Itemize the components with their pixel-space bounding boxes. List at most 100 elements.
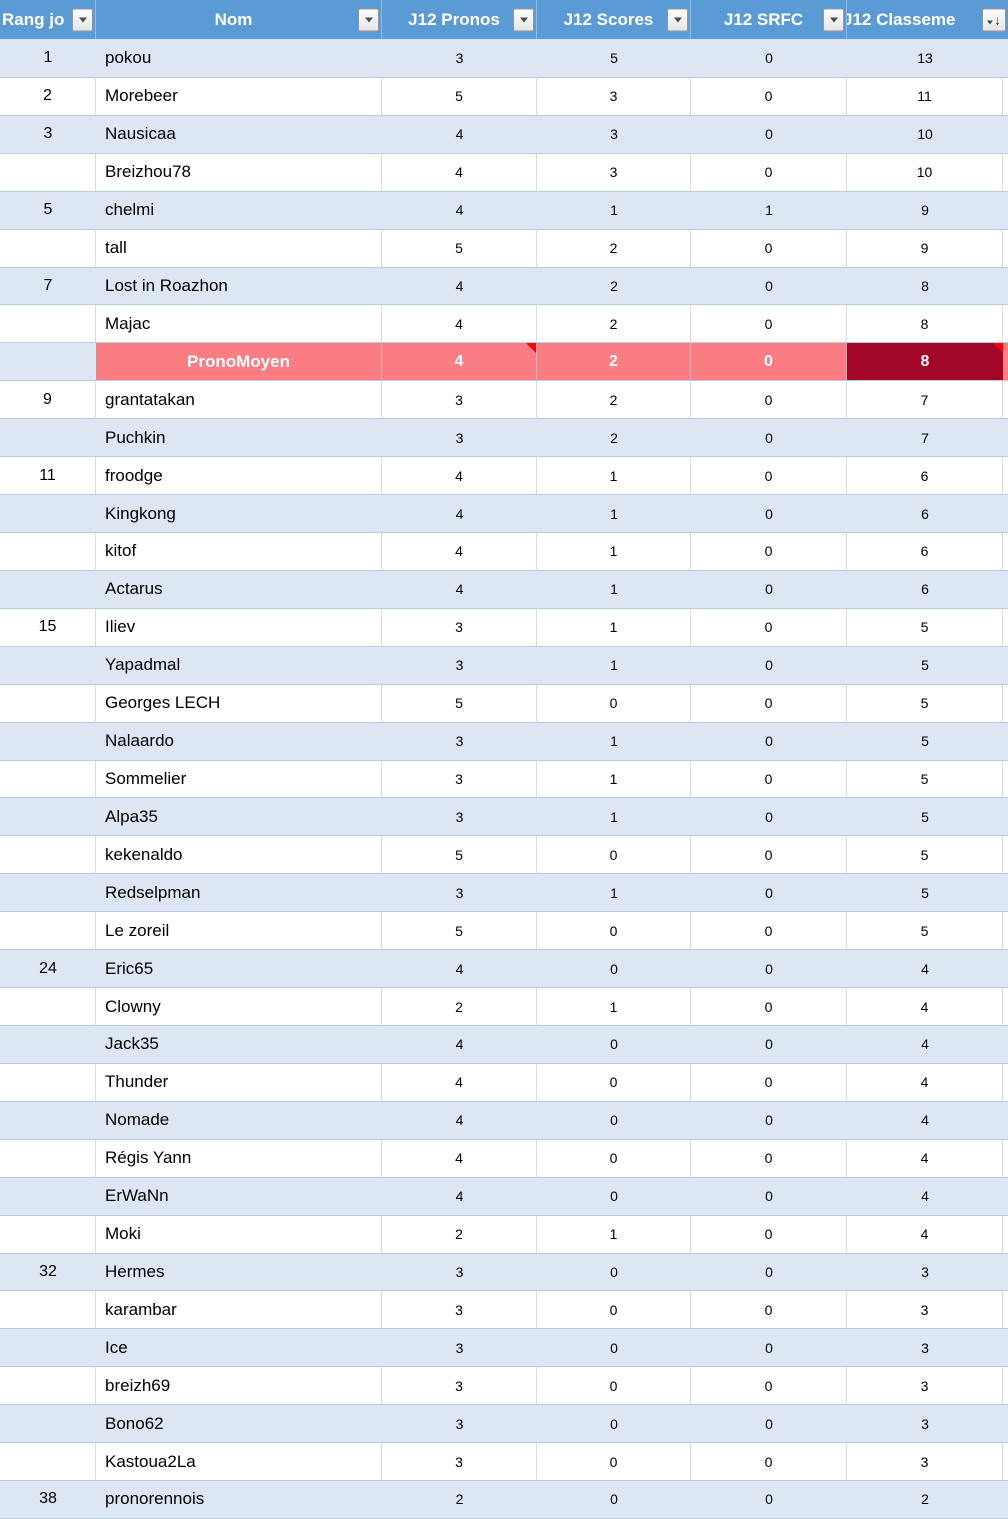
- j12-classement-cell[interactable]: 5: [921, 884, 929, 901]
- j12-classement-cell[interactable]: 6: [921, 505, 929, 522]
- player-name-cell[interactable]: Thunder: [96, 1063, 382, 1101]
- j12-srfc-cell[interactable]: 0: [765, 126, 773, 143]
- j12-srfc-cell[interactable]: 0: [691, 1139, 847, 1177]
- player-name-cell[interactable]: Clowny: [96, 988, 382, 1025]
- j12-classement-cell[interactable]: 8: [921, 277, 929, 294]
- j12-srfc-cell[interactable]: 0: [691, 1215, 847, 1253]
- j12-classement-cell[interactable]: 13: [917, 50, 933, 67]
- player-name-cell[interactable]: Majac: [96, 305, 382, 343]
- j12-pronos-cell[interactable]: 3: [455, 1339, 464, 1356]
- rank-cell[interactable]: [0, 1329, 96, 1366]
- j12-scores-cell[interactable]: 2: [610, 429, 618, 446]
- j12-srfc-cell[interactable]: 0: [765, 1415, 773, 1432]
- j12-scores-cell[interactable]: 0: [537, 912, 691, 950]
- j12-pronos-cell[interactable]: 3: [455, 657, 464, 674]
- j12-classement-cell[interactable]: 4: [921, 1188, 929, 1205]
- player-name-cell[interactable]: PronoMoyen: [96, 343, 382, 381]
- player-name-cell[interactable]: karambar: [96, 1291, 382, 1329]
- j12-pronos-cell-with-comment-indicator[interactable]: 4: [382, 343, 537, 381]
- j12-srfc-cell[interactable]: 0: [765, 1339, 773, 1356]
- rank-cell[interactable]: [0, 1443, 96, 1481]
- j12-srfc-cell[interactable]: 0: [765, 50, 773, 67]
- header-cell-j12-classement[interactable]: J12 Classeme: [847, 0, 1003, 39]
- player-name-cell[interactable]: Yapadmal: [105, 655, 181, 675]
- j12-srfc-cell[interactable]: 0: [765, 960, 773, 977]
- j12-scores-cell[interactable]: 0: [610, 960, 618, 977]
- j12-classement-cell[interactable]: 3: [921, 1339, 929, 1356]
- j12-pronos-cell[interactable]: 4: [455, 505, 464, 522]
- j12-classement-cell[interactable]: 5: [847, 836, 1003, 874]
- j12-classement-cell[interactable]: 8: [847, 305, 1003, 343]
- j12-srfc-cell[interactable]: 0: [765, 1188, 773, 1205]
- j12-scores-cell[interactable]: 0: [537, 1367, 691, 1405]
- player-name-cell[interactable]: pokou: [105, 48, 152, 68]
- rank-cell[interactable]: [0, 1291, 96, 1329]
- header-cell-j12-pronos[interactable]: J12 Pronos: [382, 0, 537, 39]
- rank-cell[interactable]: 24: [39, 959, 57, 977]
- j12-srfc-cell[interactable]: 0: [765, 657, 773, 674]
- j12-pronos-cell[interactable]: 5: [382, 836, 537, 874]
- j12-pronos-cell[interactable]: 3: [455, 808, 464, 825]
- j12-srfc-cell[interactable]: 0: [765, 884, 773, 901]
- j12-classement-cell[interactable]: 5: [847, 760, 1003, 798]
- j12-scores-cell[interactable]: 1: [537, 457, 691, 495]
- j12-pronos-cell[interactable]: 3: [382, 1443, 537, 1481]
- j12-srfc-cell[interactable]: 0: [691, 1443, 847, 1481]
- j12-classement-cell[interactable]: 3: [921, 1263, 929, 1280]
- j12-scores-cell[interactable]: 2: [537, 343, 691, 381]
- j12-srfc-cell[interactable]: 0: [765, 1263, 773, 1280]
- j12-pronos-cell[interactable]: 3: [455, 1415, 464, 1432]
- j12-srfc-cell[interactable]: 0: [691, 1063, 847, 1101]
- player-name-cell[interactable]: Breizhou78: [96, 153, 382, 191]
- player-name-cell[interactable]: Moki: [96, 1215, 382, 1253]
- j12-srfc-cell[interactable]: 0: [765, 429, 773, 446]
- j12-scores-cell[interactable]: 3: [537, 77, 691, 115]
- j12-pronos-cell[interactable]: 5: [382, 684, 537, 722]
- j12-srfc-cell[interactable]: 0: [765, 1491, 773, 1508]
- player-name-cell[interactable]: Morebeer: [96, 77, 382, 115]
- j12-scores-cell[interactable]: 0: [537, 1443, 691, 1481]
- j12-classement-cell[interactable]: 5: [847, 608, 1003, 646]
- j12-classement-cell[interactable]: 11: [847, 77, 1003, 115]
- j12-srfc-cell[interactable]: 0: [765, 581, 773, 598]
- j12-srfc-cell[interactable]: 0: [691, 608, 847, 646]
- j12-scores-cell[interactable]: 1: [610, 808, 618, 825]
- player-name-cell[interactable]: Lost in Roazhon: [105, 275, 228, 295]
- j12-srfc-cell[interactable]: 0: [691, 343, 847, 381]
- rank-cell[interactable]: [0, 1178, 96, 1215]
- player-name-cell[interactable]: Régis Yann: [96, 1139, 382, 1177]
- j12-pronos-cell[interactable]: 2: [382, 988, 537, 1025]
- j12-classement-cell[interactable]: 4: [921, 1112, 929, 1129]
- j12-classement-cell[interactable]: 3: [847, 1443, 1003, 1481]
- j12-classement-cell[interactable]: 6: [847, 457, 1003, 495]
- j12-srfc-cell[interactable]: 0: [691, 836, 847, 874]
- j12-scores-cell[interactable]: 1: [537, 532, 691, 570]
- j12-srfc-cell[interactable]: 0: [765, 808, 773, 825]
- j12-scores-cell[interactable]: 0: [537, 1139, 691, 1177]
- j12-scores-cell[interactable]: 1: [610, 581, 618, 598]
- j12-scores-cell[interactable]: 0: [537, 836, 691, 874]
- j12-pronos-cell[interactable]: 3: [455, 1263, 464, 1280]
- j12-scores-cell[interactable]: 0: [610, 1112, 618, 1129]
- j12-srfc-cell[interactable]: 0: [765, 1036, 773, 1053]
- player-name-cell[interactable]: Kastoua2La: [96, 1443, 382, 1481]
- player-name-cell[interactable]: Sommelier: [96, 760, 382, 798]
- player-name-cell[interactable]: Actarus: [105, 579, 163, 599]
- j12-pronos-cell[interactable]: 4: [382, 153, 537, 191]
- player-name-cell[interactable]: Eric65: [105, 958, 154, 978]
- j12-pronos-cell[interactable]: 4: [455, 581, 464, 598]
- j12-scores-cell[interactable]: 1: [537, 1215, 691, 1253]
- j12-classement-cell[interactable]: 5: [847, 912, 1003, 950]
- j12-scores-cell[interactable]: 2: [537, 305, 691, 343]
- j12-srfc-cell[interactable]: 0: [765, 733, 773, 750]
- j12-classement-cell[interactable]: 3: [847, 1367, 1003, 1405]
- header-cell-nom[interactable]: Nom: [96, 0, 382, 39]
- j12-scores-cell[interactable]: 0: [537, 1063, 691, 1101]
- rank-cell[interactable]: 2: [0, 77, 96, 115]
- player-name-cell[interactable]: Georges LECH: [96, 684, 382, 722]
- j12-classement-cell[interactable]: 6: [921, 581, 929, 598]
- j12-classement-cell[interactable]: 9: [921, 202, 929, 219]
- j12-classement-cell[interactable]: 7: [847, 381, 1003, 419]
- j12-pronos-cell[interactable]: 5: [382, 77, 537, 115]
- j12-pronos-cell[interactable]: 4: [382, 305, 537, 343]
